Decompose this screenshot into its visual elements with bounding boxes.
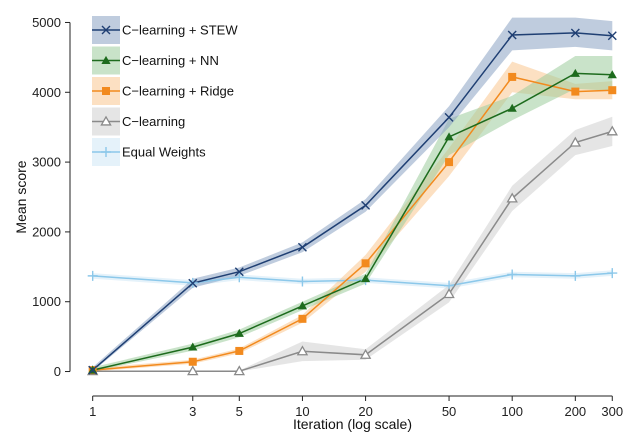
x-tick-label: 5 <box>236 404 243 419</box>
data-point-c-learning-ridge <box>188 357 197 366</box>
legend-marker <box>100 115 112 126</box>
legend-item-equal-weights: Equal Weights <box>92 138 206 166</box>
x-tick-label: 3 <box>189 404 196 419</box>
data-point-c-learning <box>606 125 618 136</box>
data-point-c-learning-stew <box>297 242 307 252</box>
legend-item-c-learning: C−learning <box>92 107 185 136</box>
data-point-c-learning-stew <box>607 31 617 41</box>
x-tick-label: 100 <box>501 404 523 419</box>
data-point-equal-weights <box>607 268 618 279</box>
legend-item-c-learning-stew: C−learning + STEW <box>92 16 238 44</box>
x-tick-label: 1 <box>89 404 96 419</box>
data-point-c-learning <box>187 365 199 376</box>
legend-marker <box>101 147 111 157</box>
y-tick-label: 1000 <box>32 294 61 309</box>
data-point-c-learning-nn <box>507 103 517 112</box>
legend-marker <box>102 87 110 95</box>
legend-item-c-learning-ridge: C−learning + Ridge <box>92 77 234 105</box>
data-point-c-learning-ridge <box>298 314 307 323</box>
data-point-c-learning <box>296 345 309 356</box>
legend-item-c-learning-nn: C−learning + NN <box>92 46 219 75</box>
x-tick-label: 20 <box>358 404 372 419</box>
y-tick-label: 0 <box>54 364 61 379</box>
y-tick-label: 3000 <box>32 155 61 170</box>
data-point-c-learning-ridge <box>445 158 454 167</box>
data-point-c-learning-nn <box>297 301 308 310</box>
data-point-c-learning-stew <box>88 365 98 375</box>
data-point-c-learning-stew <box>188 278 198 288</box>
confidence-bands <box>92 17 613 372</box>
data-point-equal-weights <box>507 269 518 280</box>
data-point-equal-weights <box>570 270 581 281</box>
data-point-c-learning-nn <box>360 274 371 283</box>
y-tick-label: 2000 <box>32 224 61 239</box>
data-point-c-learning-ridge <box>571 87 580 96</box>
legend-marker <box>101 55 111 64</box>
data-point-equal-weights <box>87 270 98 281</box>
data-point-c-learning-stew <box>361 200 371 210</box>
data-point-c-learning-ridge <box>235 346 244 355</box>
data-point-c-learning-stew <box>234 267 244 277</box>
data-point-c-learning-nn <box>188 342 198 351</box>
y-axis-title: Mean score <box>13 160 29 233</box>
data-point-c-learning-stew <box>507 30 517 40</box>
data-point-c-learning-ridge <box>361 259 370 268</box>
band-c-learning-nn <box>92 56 613 372</box>
legend: C−learning + STEW C−learning + NN C−learni… <box>92 16 238 166</box>
legend-label: C−learning + NN <box>122 53 219 68</box>
data-point-c-learning-stew <box>570 28 580 38</box>
data-point-c-learning <box>506 192 518 203</box>
legend-label: C−learning + Ridge <box>122 84 234 99</box>
x-tick-label: 50 <box>442 404 456 419</box>
x-tick-label: 10 <box>295 404 309 419</box>
data-point-c-learning <box>569 136 582 147</box>
data-point-equal-weights <box>297 276 308 287</box>
data-point-c-learning-nn <box>570 68 580 77</box>
data-point-c-learning-ridge <box>508 72 517 81</box>
data-point-c-learning-nn <box>444 132 454 141</box>
data-point-c-learning-ridge <box>608 86 617 95</box>
data-point-equal-weights <box>234 272 245 283</box>
data-point-c-learning <box>443 288 455 299</box>
y-tick-label: 4000 <box>32 85 61 100</box>
legend-label: Equal Weights <box>122 145 206 160</box>
legend-label: C−learning + STEW <box>122 23 238 38</box>
data-point-c-learning <box>359 348 372 359</box>
data-point-c-learning-stew <box>444 112 454 122</box>
x-tick-label: 200 <box>564 404 586 419</box>
x-tick-label: 300 <box>601 404 623 419</box>
data-point-c-learning-nn <box>234 328 244 337</box>
data-point-c-learning-nn <box>607 70 617 79</box>
legend-label: C−learning <box>122 114 185 129</box>
data-point-c-learning <box>233 365 246 376</box>
series-markers <box>86 28 618 376</box>
legend-marker <box>101 25 111 35</box>
x-axis-title: Iteration (log scale) <box>293 416 412 432</box>
y-tick-label: 5000 <box>32 15 61 30</box>
